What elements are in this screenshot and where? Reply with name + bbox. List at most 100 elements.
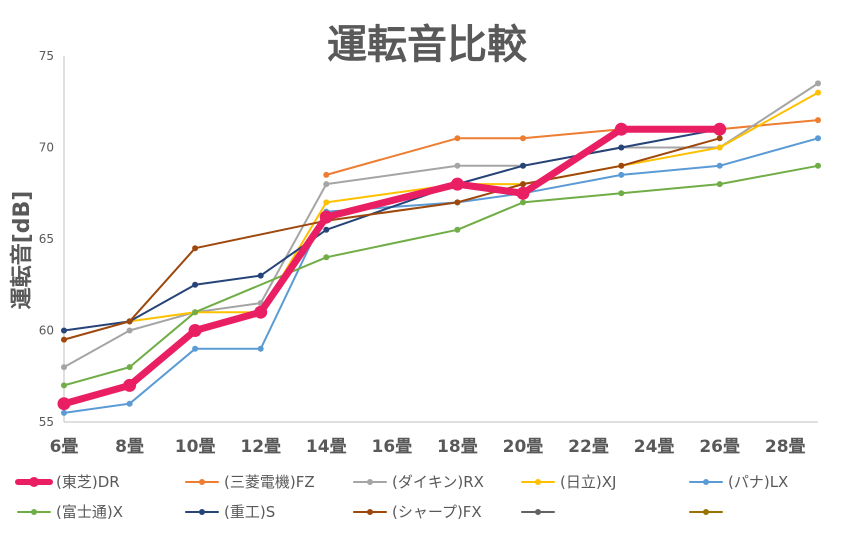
- x-tick-label: 26畳: [699, 437, 740, 457]
- data-point: [323, 171, 330, 178]
- series-line: [63, 164, 819, 387]
- data-point: [618, 171, 625, 178]
- series-line: [63, 137, 819, 414]
- legend-swatch-marker: [367, 509, 373, 515]
- data-point: [192, 309, 199, 316]
- series-line: [63, 82, 819, 369]
- legend-group: (東芝)DR (三菱電機)FZ (ダイキン)RX (日立)XJ (パナ)LX (富士通)X…: [15, 473, 788, 521]
- y-tick-label: 60: [39, 324, 54, 338]
- data-point: [323, 199, 330, 206]
- y-tick-label: 70: [39, 141, 54, 155]
- legend-label: (ダイキン)RX: [392, 473, 484, 491]
- series-line: [63, 128, 721, 332]
- y-tick-label: 75: [39, 49, 54, 63]
- data-point: [716, 144, 723, 151]
- data-point: [815, 80, 821, 87]
- x-tick-label: 14畳: [306, 437, 347, 457]
- data-point: [454, 135, 461, 142]
- legend-swatch-marker: [31, 509, 37, 515]
- legend-label: (東芝)DR: [56, 473, 120, 491]
- data-point: [516, 186, 530, 200]
- legend-label: (シャープ)FX: [392, 503, 482, 521]
- legend-swatch-marker: [199, 509, 205, 515]
- data-point: [57, 397, 71, 411]
- data-point: [192, 245, 199, 252]
- legend-entry: (三菱電機)FZ: [185, 473, 315, 491]
- y-tick-label: 55: [39, 415, 54, 429]
- legend-entry: (シャープ)FX: [353, 503, 482, 521]
- axes-group: 55 60 65 70 75 6畳 8畳 10畳 12畳 14畳 16畳 18畳 20畳 22畳 24畳 26…: [39, 49, 818, 457]
- series-group: [57, 80, 821, 416]
- data-point: [126, 327, 133, 334]
- x-tick-label: 10畳: [175, 437, 216, 457]
- data-point: [716, 135, 723, 142]
- series-line: [325, 119, 819, 176]
- legend-swatch-marker: [199, 479, 205, 485]
- y-axis-label: 運転音[dB]: [9, 191, 35, 310]
- legend-swatch-marker: [535, 479, 541, 485]
- data-point: [323, 181, 330, 188]
- legend-entry: (重工)S: [185, 503, 275, 521]
- data-point: [123, 378, 137, 392]
- legend-swatch-marker: [535, 509, 541, 515]
- data-point: [815, 117, 821, 124]
- x-tick-label: 8畳: [115, 437, 144, 457]
- legend-entry: (東芝)DR: [15, 473, 120, 491]
- legend-label: (三菱電機)FZ: [224, 473, 315, 491]
- data-point: [192, 281, 199, 288]
- legend-label: (日立)XJ: [560, 473, 616, 491]
- series-4: [61, 135, 821, 416]
- legend-entry: (富士通)X: [17, 503, 123, 521]
- chart-title: 運転音比較: [327, 22, 528, 68]
- legend-entry: [521, 509, 555, 515]
- data-point: [126, 400, 133, 407]
- series-2: [61, 80, 821, 371]
- data-point: [815, 135, 821, 142]
- legend-label: (富士通)X: [56, 503, 123, 521]
- data-point: [618, 162, 625, 169]
- data-point: [126, 318, 133, 325]
- data-point: [192, 345, 199, 352]
- series-7: [61, 135, 723, 343]
- series-1: [323, 117, 821, 178]
- data-point: [713, 122, 727, 136]
- data-point: [126, 364, 133, 371]
- data-point: [815, 162, 821, 169]
- data-point: [618, 190, 625, 197]
- x-tick-label: 16畳: [371, 437, 412, 457]
- data-point: [61, 327, 67, 334]
- data-point: [257, 345, 264, 352]
- data-point: [520, 199, 526, 206]
- series-line: [63, 137, 721, 341]
- series-5: [61, 162, 821, 389]
- data-point: [450, 177, 464, 191]
- x-tick-label: 28畳: [765, 437, 806, 457]
- data-point: [618, 144, 625, 151]
- y-tick-label: 65: [39, 232, 54, 246]
- legend-entry: (パナ)LX: [689, 473, 788, 491]
- data-point: [454, 226, 461, 233]
- data-point: [454, 162, 461, 169]
- series-line: [60, 125, 724, 408]
- data-point: [61, 364, 67, 371]
- x-tick-label: 12畳: [240, 437, 281, 457]
- data-point: [257, 272, 264, 279]
- x-tick-label: 6畳: [50, 437, 79, 457]
- data-point: [323, 254, 330, 261]
- x-tick-label: 18畳: [437, 437, 478, 457]
- data-point: [716, 162, 723, 169]
- x-tick-label: 20畳: [503, 437, 544, 457]
- data-point: [61, 382, 67, 389]
- data-point: [188, 324, 202, 337]
- data-point: [254, 305, 268, 319]
- data-point: [61, 336, 67, 343]
- data-point: [614, 122, 628, 136]
- data-point: [319, 210, 333, 224]
- data-point: [61, 409, 67, 416]
- legend-entry: (日立)XJ: [521, 473, 616, 491]
- data-point: [454, 199, 461, 206]
- x-tick-label: 22畳: [568, 437, 609, 457]
- x-tick-label: 24畳: [634, 437, 675, 457]
